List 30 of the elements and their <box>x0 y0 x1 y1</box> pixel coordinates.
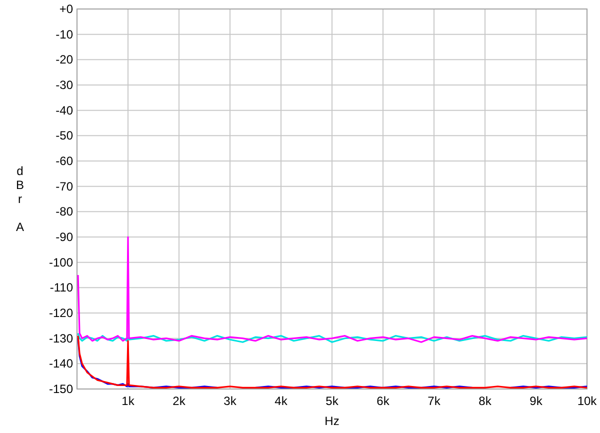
y-tick-label: -40 <box>56 103 74 118</box>
y-tick-label: -130 <box>48 331 74 346</box>
y-tick-label: -100 <box>48 255 74 270</box>
y-axis-title: dBr A <box>16 164 24 234</box>
x-axis-title: Hz <box>324 414 340 428</box>
y-tick-label: -120 <box>48 306 74 320</box>
y-tick-label: -10 <box>56 27 74 42</box>
x-tick-label: 5k <box>326 394 340 408</box>
y-tick-label: -110 <box>50 280 74 295</box>
x-tick-label: 8k <box>478 394 492 408</box>
x-tick-label: 9k <box>530 394 544 408</box>
y-tick-label: -20 <box>56 52 74 67</box>
y-tick-label: -30 <box>56 78 74 92</box>
y-tick-label: -70 <box>56 179 74 194</box>
y-tick-label: -80 <box>56 204 74 219</box>
x-tick-label: 7k <box>428 394 442 408</box>
x-tick-label: 3k <box>224 394 238 408</box>
y-tick-label: -50 <box>56 128 74 143</box>
x-tick-label: 4k <box>274 394 288 408</box>
x-tick-label: 10k <box>577 394 598 408</box>
y-tick-label: -60 <box>56 154 74 168</box>
y-tick-label: -140 <box>48 356 74 371</box>
x-tick-label: 6k <box>376 394 390 408</box>
x-tick-label: 1k <box>122 394 136 408</box>
y-tick-label: -150 <box>48 382 74 396</box>
y-tick-label: -90 <box>56 230 74 244</box>
line-series <box>77 236 588 343</box>
x-tick-label: 2k <box>172 394 186 408</box>
line-series <box>77 332 588 343</box>
y-tick-label: +0 <box>59 2 74 16</box>
